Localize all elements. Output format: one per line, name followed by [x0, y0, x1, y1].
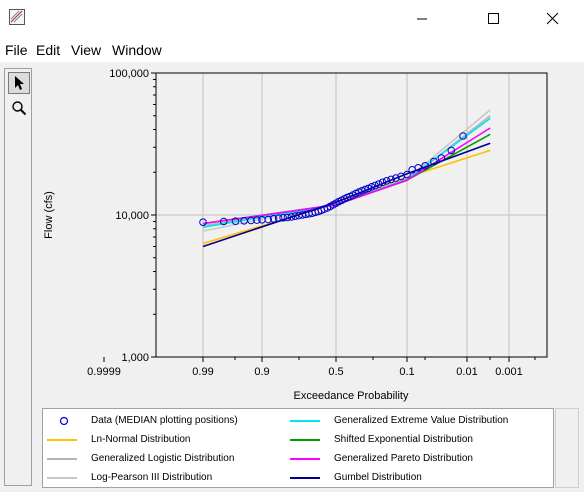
data-point [287, 213, 296, 221]
legend-label: Data (MEDIAN plotting positions) [91, 415, 238, 426]
y-tick-label: 1,000 [121, 352, 149, 364]
legend-item: Generalized Pareto Distribution [290, 452, 530, 470]
legend-label: Log-Pearson III Distribution [91, 472, 213, 483]
legend-line-swatch [290, 458, 320, 460]
menu-edit[interactable]: Edit [36, 42, 61, 58]
legend-item: Log-Pearson III Distribution [47, 471, 287, 489]
series-line-generalized-logistic-distribution [202, 115, 491, 227]
legend-item: Shifted Exponential Distribution [290, 433, 530, 451]
axes: 0.9999 0.99 0.9 0.5 0.1 0.01 0.001 1,000 10,000 1… [87, 68, 536, 378]
data-point [283, 213, 292, 222]
legend-label: Generalized Pareto Distribution [334, 453, 473, 464]
data-point [274, 214, 283, 222]
zoom-tool-button[interactable] [8, 97, 30, 119]
data-point [279, 214, 287, 222]
probability-plot-icon[interactable] [9, 9, 25, 25]
data-point [219, 217, 228, 226]
x-tick-label: 0.01 [456, 366, 477, 378]
y-axis-label: Flow (cfs) [43, 191, 55, 239]
x-tick-label: 0.1 [399, 366, 414, 378]
legend-label: Generalized Extreme Value Distribution [334, 415, 509, 426]
data-point [367, 183, 376, 191]
x-tick-label: 0.001 [495, 366, 523, 378]
menu-window[interactable]: Window [112, 42, 162, 58]
title-bar [0, 0, 584, 38]
data-point [358, 187, 366, 195]
legend-label: Gumbel Distribution [334, 472, 422, 483]
series-line-log-pearson-iii-distribution [202, 109, 491, 232]
menu-view[interactable]: View [71, 42, 102, 58]
legend-line-swatch [290, 439, 320, 441]
maximize-icon [488, 13, 499, 24]
menu-bar: File Edit View Window [0, 40, 584, 62]
data-point [375, 180, 383, 188]
series-line-shifted-exponential-distribution [202, 133, 491, 225]
select-arrow-icon [15, 76, 24, 90]
data-point [378, 178, 387, 187]
maximize-button[interactable] [470, 0, 516, 38]
legend-line-swatch [47, 477, 77, 479]
data-point [387, 175, 395, 184]
plot-toolbar [4, 68, 32, 486]
data-point [392, 174, 400, 182]
menu-file[interactable]: File [5, 42, 28, 58]
x-axis-label: Exceedance Probability [294, 390, 409, 402]
select-tool-button[interactable] [8, 72, 30, 94]
x-tick-label: 0.9 [254, 366, 269, 378]
data-point [430, 157, 438, 166]
data-points [199, 132, 467, 226]
legend-line-swatch [47, 458, 77, 460]
close-icon [546, 12, 559, 25]
data-point [231, 217, 240, 225]
data-point [371, 181, 379, 190]
data-point [291, 212, 300, 220]
x-tick-label: 0.9999 [87, 366, 121, 378]
distribution-lines [202, 109, 491, 248]
legend-item: Ln-Normal Distribution [47, 433, 287, 451]
legend-line-swatch [290, 477, 320, 479]
minimize-button[interactable] [399, 0, 445, 38]
y-tick-label: 10,000 [115, 210, 149, 222]
legend-item: Data (MEDIAN plotting positions) [47, 414, 287, 432]
data-point [414, 164, 423, 172]
legend-label: Generalized Logistic Distribution [91, 453, 235, 464]
data-point [253, 216, 261, 224]
plot-window-content: 0.9999 0.99 0.9 0.5 0.1 0.01 0.001 1,000 10,000 1… [0, 62, 584, 492]
data-point [382, 177, 391, 185]
app-icon-graphic [10, 10, 23, 23]
legend-item: Gumbel Distribution [290, 471, 530, 489]
legend-label: Ln-Normal Distribution [91, 434, 191, 445]
data-point [199, 218, 207, 226]
legend: Data (MEDIAN plotting positions) Generali… [42, 408, 554, 488]
data-point [361, 185, 369, 194]
data-point [459, 132, 467, 140]
x-tick-label: 0.99 [192, 366, 213, 378]
data-point [437, 154, 446, 162]
minimize-icon [417, 18, 427, 20]
legend-label: Shifted Exponential Distribution [334, 434, 473, 445]
close-button[interactable] [530, 0, 576, 38]
series-line-generalized-extreme-value-distribution [202, 117, 491, 228]
grid-lines [156, 73, 547, 357]
legend-item: Generalized Extreme Value Distribution [290, 414, 530, 432]
legend-line-swatch [290, 420, 320, 422]
x-tick-label: 0.5 [328, 366, 343, 378]
chart-svg: 0.9999 0.99 0.9 0.5 0.1 0.01 0.001 1,000 10,000 1… [43, 68, 548, 402]
zoom-icon [12, 101, 27, 116]
legend-line-swatch [47, 439, 77, 441]
data-point [447, 146, 456, 155]
data-point [247, 216, 255, 225]
y-tick-label: 100,000 [109, 68, 149, 80]
legend-marker [59, 416, 69, 426]
data-point [421, 162, 430, 170]
data-point [264, 215, 272, 224]
legend-item: Generalized Logistic Distribution [47, 452, 287, 470]
data-point [403, 170, 411, 179]
probability-plot: 0.9999 0.99 0.9 0.5 0.1 0.01 0.001 1,000 10,000 1… [35, 66, 579, 406]
legend-scroll-area[interactable] [555, 408, 579, 488]
data-point [269, 215, 278, 223]
series-line-generalized-pareto-distribution [202, 127, 491, 225]
